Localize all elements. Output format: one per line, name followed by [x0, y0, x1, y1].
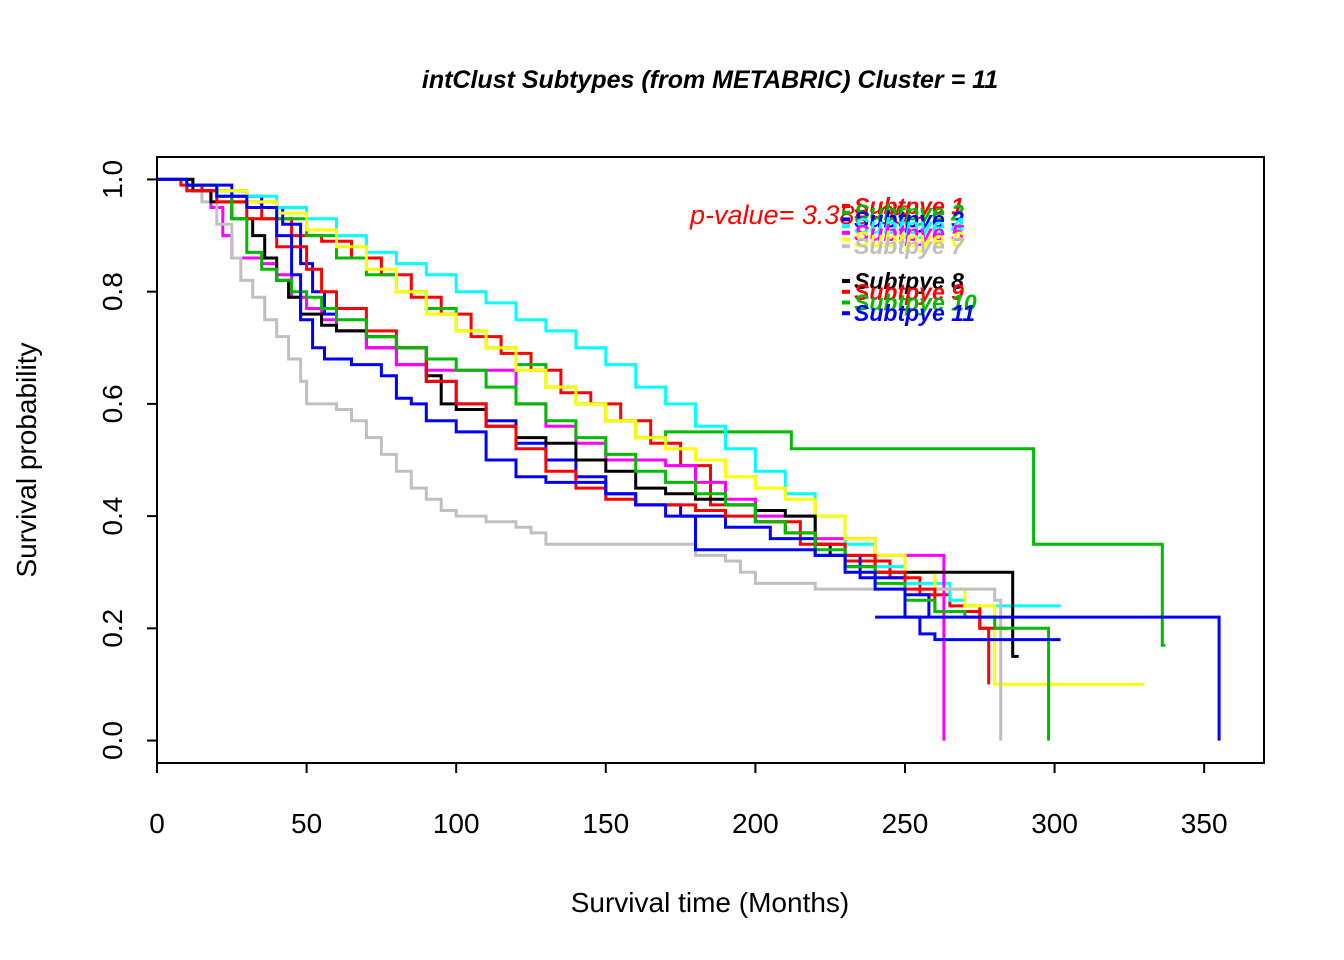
x-axis-title: Survival time (Months)	[571, 887, 850, 918]
survival-curve	[157, 177, 1003, 741]
y-tick-label: 1.0	[97, 160, 128, 199]
plot-area	[157, 177, 1221, 741]
x-tick-label: 200	[732, 808, 779, 839]
y-tick-label: 0.2	[97, 609, 128, 648]
legend-label: Subtpye 1	[854, 193, 964, 219]
legend-label: Subtpye 7	[854, 233, 965, 259]
legend-label: Subtpye 3	[854, 206, 964, 232]
legend-label: Subtpye 2	[854, 200, 964, 226]
x-tick-label: 50	[291, 808, 322, 839]
legend-label: Subtpye 5	[854, 220, 965, 246]
legend-label: Subtpye 4	[854, 213, 964, 239]
y-axis: 0.0 0.2 0.4 0.6 0.8 1.0	[97, 160, 158, 760]
legend-label: Subtpye 10	[854, 289, 977, 315]
survival-curve	[157, 177, 1145, 686]
x-tick-label: 250	[882, 808, 929, 839]
y-tick-label: 0.8	[97, 272, 128, 311]
y-tick-label: 0.0	[97, 721, 128, 760]
x-tick-label: 300	[1031, 808, 1078, 839]
y-tick-label: 0.4	[97, 497, 128, 536]
legend-label: Subtpye 8	[854, 268, 964, 294]
legend-label: Subtpye 9	[854, 279, 964, 305]
x-axis: 0 50 100 150 200 250 300 350	[149, 762, 1228, 839]
survival-curve	[157, 177, 931, 618]
survival-curve	[875, 615, 1221, 741]
p-value-label: p-value= 3.38e-05	[689, 200, 909, 230]
legend-label: Subtpye 11	[854, 300, 975, 326]
y-tick-label: 0.6	[97, 384, 128, 423]
legend-label: Subtpye 6	[854, 227, 964, 253]
survival-curve	[157, 177, 1061, 642]
x-tick-label: 350	[1181, 808, 1228, 839]
y-axis-title: Survival probability	[11, 343, 42, 578]
chart-title: intClust Subtypes (from METABRIC) Cluste…	[422, 66, 998, 94]
x-tick-label: 150	[582, 808, 629, 839]
x-tick-label: 100	[433, 808, 480, 839]
x-tick-label: 0	[149, 808, 165, 839]
